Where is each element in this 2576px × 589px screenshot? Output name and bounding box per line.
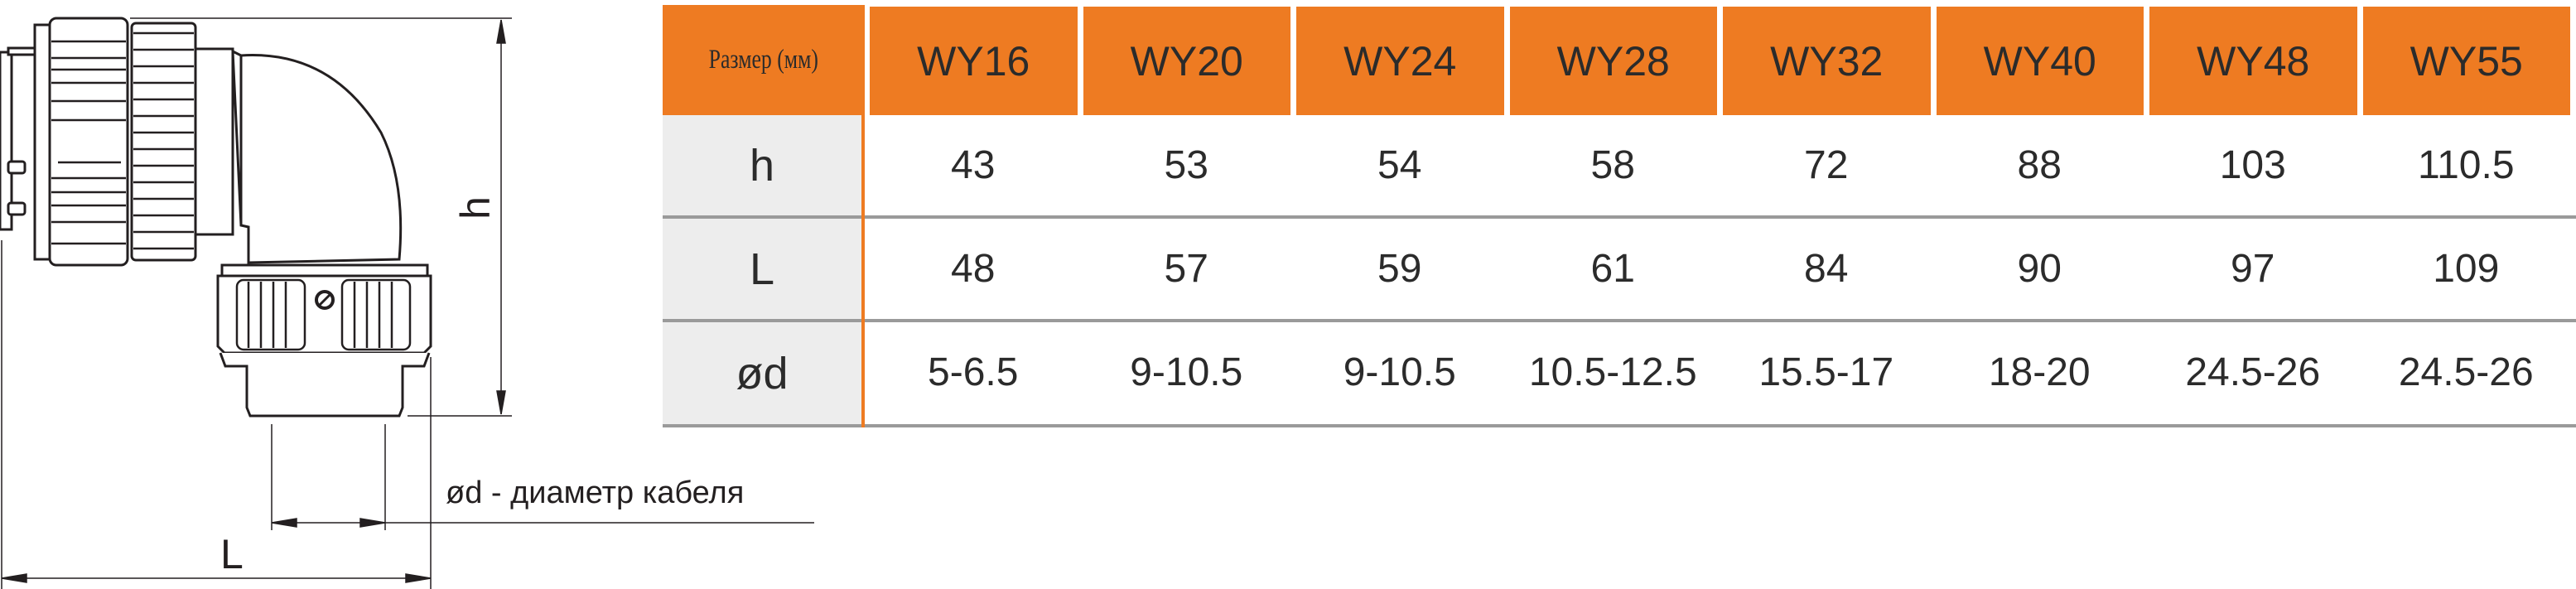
table-cell: 59 <box>1377 247 1422 291</box>
table-cell: 58 <box>1590 143 1635 187</box>
size-table: Размер (мм) WY16 WY20 WY24 WY28 WY32 WY40 WY48… <box>663 5 2576 427</box>
header-label: Размер (мм) <box>708 45 819 75</box>
row-separator <box>663 319 2576 322</box>
table-cell: 48 <box>951 247 996 291</box>
column-header: WY24 <box>1296 7 1504 115</box>
table-cell: 24.5-26 <box>2185 350 2321 394</box>
cable-diameter-note: ød - диаметр кабеля <box>446 476 745 510</box>
table-cell: 18-20 <box>1988 350 2091 394</box>
h-dimension-label: h <box>451 196 499 220</box>
table-cell: 103 <box>2219 143 2286 187</box>
column-header: WY40 <box>1936 7 2144 115</box>
table-cell: 72 <box>1804 143 1849 187</box>
row-label-h: h <box>663 115 861 215</box>
table-cell: 24.5-26 <box>2398 350 2534 394</box>
table-cell: 9-10.5 <box>1130 350 1243 394</box>
table-cell: 90 <box>2017 247 2062 291</box>
table-cell: 109 <box>2433 247 2500 291</box>
header-label-cell: Размер (мм) <box>663 5 865 115</box>
dimension-lines <box>1 17 814 589</box>
table-cell: 61 <box>1590 247 1635 291</box>
column-header: WY32 <box>1723 7 1931 115</box>
table-cell: 53 <box>1164 143 1208 187</box>
table-cell: 15.5-17 <box>1758 350 1894 394</box>
connector-drawing <box>0 17 814 589</box>
row-separator <box>663 215 2576 219</box>
column-header: WY16 <box>870 7 1078 115</box>
table-cell: 43 <box>951 143 996 187</box>
table-cell: 84 <box>1804 247 1849 291</box>
table-cell: 97 <box>2231 247 2275 291</box>
column-header: WY55 <box>2362 7 2570 115</box>
table-cell: 9-10.5 <box>1343 350 1456 394</box>
row-separator <box>663 424 2576 427</box>
table-cell: 10.5-12.5 <box>1528 350 1697 394</box>
column-header: WY28 <box>1509 7 1717 115</box>
row-label-d: ød <box>663 322 861 424</box>
row-label-L: L <box>663 219 861 319</box>
L-dimension-label: L <box>220 531 244 577</box>
column-header: WY20 <box>1083 7 1290 115</box>
table-cell: 110.5 <box>2417 143 2515 187</box>
table-cell: 88 <box>2017 143 2062 187</box>
column-divider <box>861 115 865 427</box>
column-header: WY48 <box>2149 7 2357 115</box>
table-cell: 57 <box>1164 247 1208 291</box>
connector-body <box>0 17 432 418</box>
table-cell: 54 <box>1377 143 1422 187</box>
table-cell: 5-6.5 <box>928 350 1019 394</box>
